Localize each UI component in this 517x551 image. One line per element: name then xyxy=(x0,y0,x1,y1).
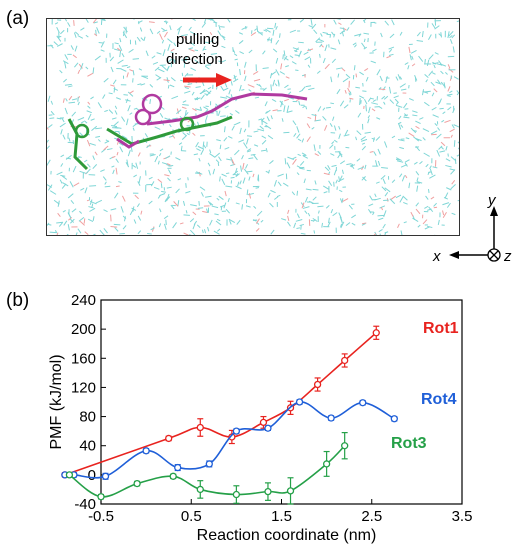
y-tick-label: 0 xyxy=(88,467,96,484)
x-tick-label: 3.5 xyxy=(452,508,473,525)
y-tick-label: 160 xyxy=(71,350,96,367)
plot-frame xyxy=(101,300,462,504)
series-line-rot3 xyxy=(69,446,344,497)
data-point-rot3 xyxy=(134,481,140,487)
simulation-overlay: pulling direction y x z xyxy=(0,0,517,280)
data-point-rot4 xyxy=(391,416,397,422)
data-point-rot3 xyxy=(66,472,72,478)
y-tick-label: 80 xyxy=(79,409,96,426)
pulling-label-line2: direction xyxy=(166,51,223,68)
data-point-rot4 xyxy=(328,415,334,421)
y-tick-label: 40 xyxy=(79,438,96,455)
data-point-rot3 xyxy=(288,488,294,494)
series-label-rot1: Rot1 xyxy=(423,320,459,337)
data-point-rot3 xyxy=(197,486,203,492)
data-point-rot1 xyxy=(342,357,348,363)
data-point-rot4 xyxy=(103,473,109,479)
data-point-rot3 xyxy=(324,461,330,467)
y-tick-label: 200 xyxy=(71,321,96,338)
axes-triad-icon xyxy=(449,206,500,261)
y-tick-label: 120 xyxy=(71,379,96,396)
x-tick-label: 0.5 xyxy=(181,508,202,525)
y-axis-label: PMF (kJ/mol) xyxy=(48,354,65,449)
data-point-rot1 xyxy=(260,419,266,425)
data-point-rot4 xyxy=(206,461,212,467)
series-label-rot4: Rot4 xyxy=(421,391,457,408)
data-point-rot4 xyxy=(265,425,271,431)
x-tick-label: 1.5 xyxy=(271,508,292,525)
data-point-rot4 xyxy=(360,400,366,406)
axis-z-label: z xyxy=(503,248,512,265)
axis-x-label: x xyxy=(432,248,441,265)
data-point-rot3 xyxy=(170,473,176,479)
data-point-rot4 xyxy=(175,465,181,471)
series-label-rot3: Rot3 xyxy=(391,435,427,452)
y-tick-label: 240 xyxy=(71,292,96,309)
axis-y-label: y xyxy=(487,192,497,209)
data-point-rot3 xyxy=(265,489,271,495)
data-point-rot3 xyxy=(233,492,239,498)
data-point-rot1 xyxy=(373,330,379,336)
pulling-label-line1: pulling xyxy=(176,31,219,48)
data-point-rot4 xyxy=(297,399,303,405)
series-line-rot1 xyxy=(65,333,376,475)
data-point-rot3 xyxy=(98,494,104,500)
data-point-rot1 xyxy=(166,435,172,441)
data-point-rot4 xyxy=(233,428,239,434)
data-point-rot4 xyxy=(143,448,149,454)
x-axis-label: Reaction coordinate (nm) xyxy=(197,527,377,544)
x-tick-label: 2.5 xyxy=(361,508,382,525)
pulling-arrow-icon xyxy=(183,73,232,87)
data-point-rot3 xyxy=(342,443,348,449)
x-tick-label: -0.5 xyxy=(88,508,114,525)
data-point-rot1 xyxy=(315,382,321,388)
data-point-rot1 xyxy=(197,425,203,431)
